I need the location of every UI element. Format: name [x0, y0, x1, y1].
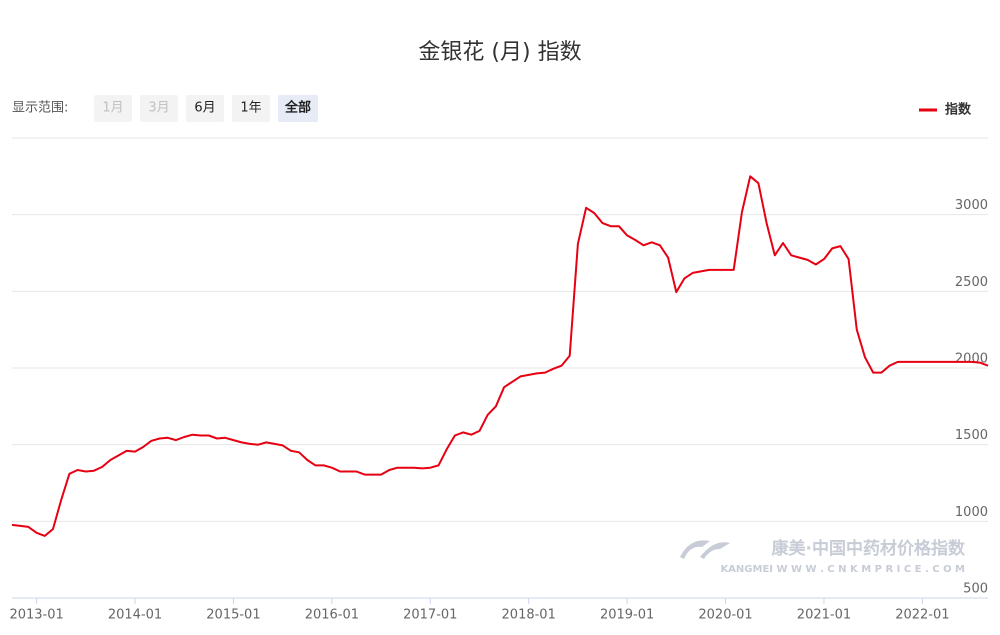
x-tick-label: 2018-01	[502, 608, 556, 623]
x-tick-label: 2013-01	[9, 608, 63, 623]
button-label: 3月	[148, 101, 169, 116]
x-tick-label: 2014-01	[108, 608, 162, 623]
button-label: 1年	[240, 101, 261, 116]
x-tick-label: 2019-01	[600, 608, 654, 623]
range-button[interactable]: 1月	[94, 95, 132, 122]
button-bg	[232, 95, 270, 122]
range-button[interactable]: 3月	[140, 95, 178, 122]
watermark-logo	[680, 540, 730, 559]
range-label: 显示范围:	[12, 101, 68, 116]
watermark-url: KANGMEI W W W . C N K M P R I C E . C O …	[720, 564, 965, 575]
y-tick-label: 500	[963, 582, 988, 597]
x-tick-label: 2021-01	[797, 608, 851, 623]
watermark-brand: 康美·中国中药材价格指数	[772, 538, 966, 559]
button-label: 6月	[194, 101, 215, 116]
chart-title: 金银花 (月) 指数	[418, 40, 581, 65]
range-button[interactable]: 全部	[278, 95, 318, 122]
button-bg	[186, 95, 224, 122]
data-line	[11, 175, 989, 537]
button-label: 全部	[284, 100, 311, 116]
y-tick-label: 1500	[955, 428, 988, 443]
x-tick-label: 2020-01	[698, 608, 752, 623]
range-button[interactable]: 1年	[232, 95, 270, 122]
x-tick-label: 2017-01	[403, 608, 457, 623]
y-tick-label: 3000	[955, 198, 988, 213]
button-bg	[140, 95, 178, 122]
y-tick-label: 1000	[955, 505, 988, 520]
x-tick-label: 2015-01	[206, 608, 260, 623]
x-tick-label: 2016-01	[305, 608, 359, 623]
button-bg	[278, 95, 318, 122]
range-button[interactable]: 6月	[186, 95, 224, 122]
x-tick-label: 2022-01	[895, 608, 949, 623]
button-label: 1月	[102, 101, 123, 116]
button-bg	[94, 95, 132, 122]
legend-label: 指数	[945, 102, 972, 118]
y-tick-label: 2500	[955, 275, 988, 290]
